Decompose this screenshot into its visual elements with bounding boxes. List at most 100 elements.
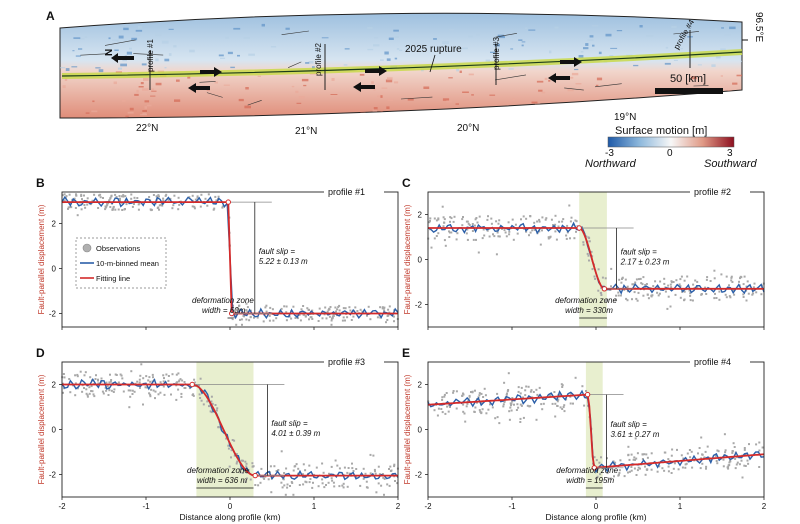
observation-point (601, 276, 604, 279)
observation-point (169, 197, 172, 200)
observation-point (716, 449, 719, 452)
observation-point (727, 467, 730, 470)
observation-point (342, 307, 345, 310)
observation-point (714, 454, 717, 457)
observation-point (244, 460, 247, 463)
observation-point (322, 471, 325, 474)
observation-point (86, 203, 89, 206)
observation-point (309, 316, 312, 319)
observation-point (667, 458, 670, 461)
observation-point (666, 307, 669, 310)
observation-point (330, 323, 333, 326)
map-speckle (176, 79, 180, 82)
observation-point (230, 456, 232, 459)
observation-point (93, 193, 96, 196)
observation-point (610, 477, 612, 480)
observation-point (504, 231, 507, 234)
observation-point (344, 319, 346, 322)
map-speckle (585, 43, 589, 46)
observation-point (367, 305, 370, 308)
observation-point (105, 205, 108, 208)
observation-point (554, 415, 557, 418)
observation-point (129, 389, 132, 392)
observation-point (497, 222, 500, 225)
map-speckle (594, 113, 599, 115)
map-speckle (91, 110, 98, 113)
map-speckle (121, 99, 126, 102)
observation-point (330, 319, 333, 322)
zone-label-line2: width = 636 m (197, 476, 247, 485)
observation-point (280, 307, 283, 310)
observation-point (105, 381, 108, 384)
observation-point (596, 475, 599, 478)
slip-label-line2: 5.22 ± 0.13 m (259, 257, 308, 266)
observation-point (277, 469, 280, 471)
map-speckle (84, 36, 88, 38)
observation-point (679, 296, 682, 299)
title-background (690, 186, 750, 198)
map-speckle (120, 63, 127, 67)
slip-start-marker (225, 199, 232, 205)
observation-point (508, 230, 511, 233)
observation-point (698, 447, 701, 449)
observation-point (161, 204, 164, 207)
arrow-icon (353, 82, 375, 92)
map-speckle (578, 55, 584, 58)
observation-point (533, 221, 536, 224)
observation-point (663, 469, 666, 472)
observation-point (292, 469, 295, 472)
observation-point (724, 449, 727, 452)
map-speckle (410, 116, 415, 118)
map-speckle (598, 105, 604, 107)
x-tick-label: 0 (228, 502, 233, 511)
observation-point (257, 484, 260, 487)
observation-point (675, 279, 678, 282)
observation-point (752, 292, 755, 295)
observation-point (730, 276, 733, 279)
observation-point (140, 363, 143, 366)
observation-point (705, 467, 707, 470)
observation-point (599, 473, 602, 476)
observation-point (268, 314, 271, 317)
observation-point (386, 319, 389, 321)
observation-point (597, 289, 600, 292)
observation-point (443, 395, 446, 398)
map-speckle (455, 103, 459, 105)
map-speckle (243, 37, 250, 39)
mapped-fault-line (594, 83, 622, 88)
observation-point (114, 208, 117, 211)
observation-point (615, 294, 618, 297)
observation-point (119, 197, 121, 200)
observation-point (236, 309, 239, 312)
observation-point (152, 376, 154, 379)
observation-point (383, 306, 386, 309)
map-speckle (605, 106, 610, 110)
map-speckle (633, 64, 639, 67)
observation-point (212, 208, 215, 211)
observation-point (600, 294, 603, 296)
observation-point (388, 468, 390, 470)
observation-point (477, 251, 480, 254)
panel-c-letter: C (402, 176, 411, 190)
observation-point (381, 307, 384, 310)
observation-point (327, 481, 330, 484)
arrow-icon (560, 57, 582, 67)
observation-point (286, 483, 289, 486)
map-speckle (503, 113, 510, 116)
colorbar-right-label: Southward (704, 158, 757, 170)
observation-point (561, 220, 564, 223)
map-speckle (127, 111, 134, 114)
observation-point (730, 456, 733, 459)
map-speckle (399, 49, 403, 51)
slip-label-line2: 4.01 ± 0.39 m (271, 429, 320, 438)
observation-point (149, 208, 152, 211)
observation-point (634, 437, 637, 440)
observation-point (149, 395, 152, 398)
observation-point (331, 317, 333, 320)
observation-point (656, 470, 659, 473)
observation-point (641, 458, 644, 460)
observation-point (483, 387, 486, 390)
slip-label-line1: fault slip = (271, 419, 308, 428)
map-speckle (118, 35, 124, 39)
observation-point (435, 235, 438, 237)
